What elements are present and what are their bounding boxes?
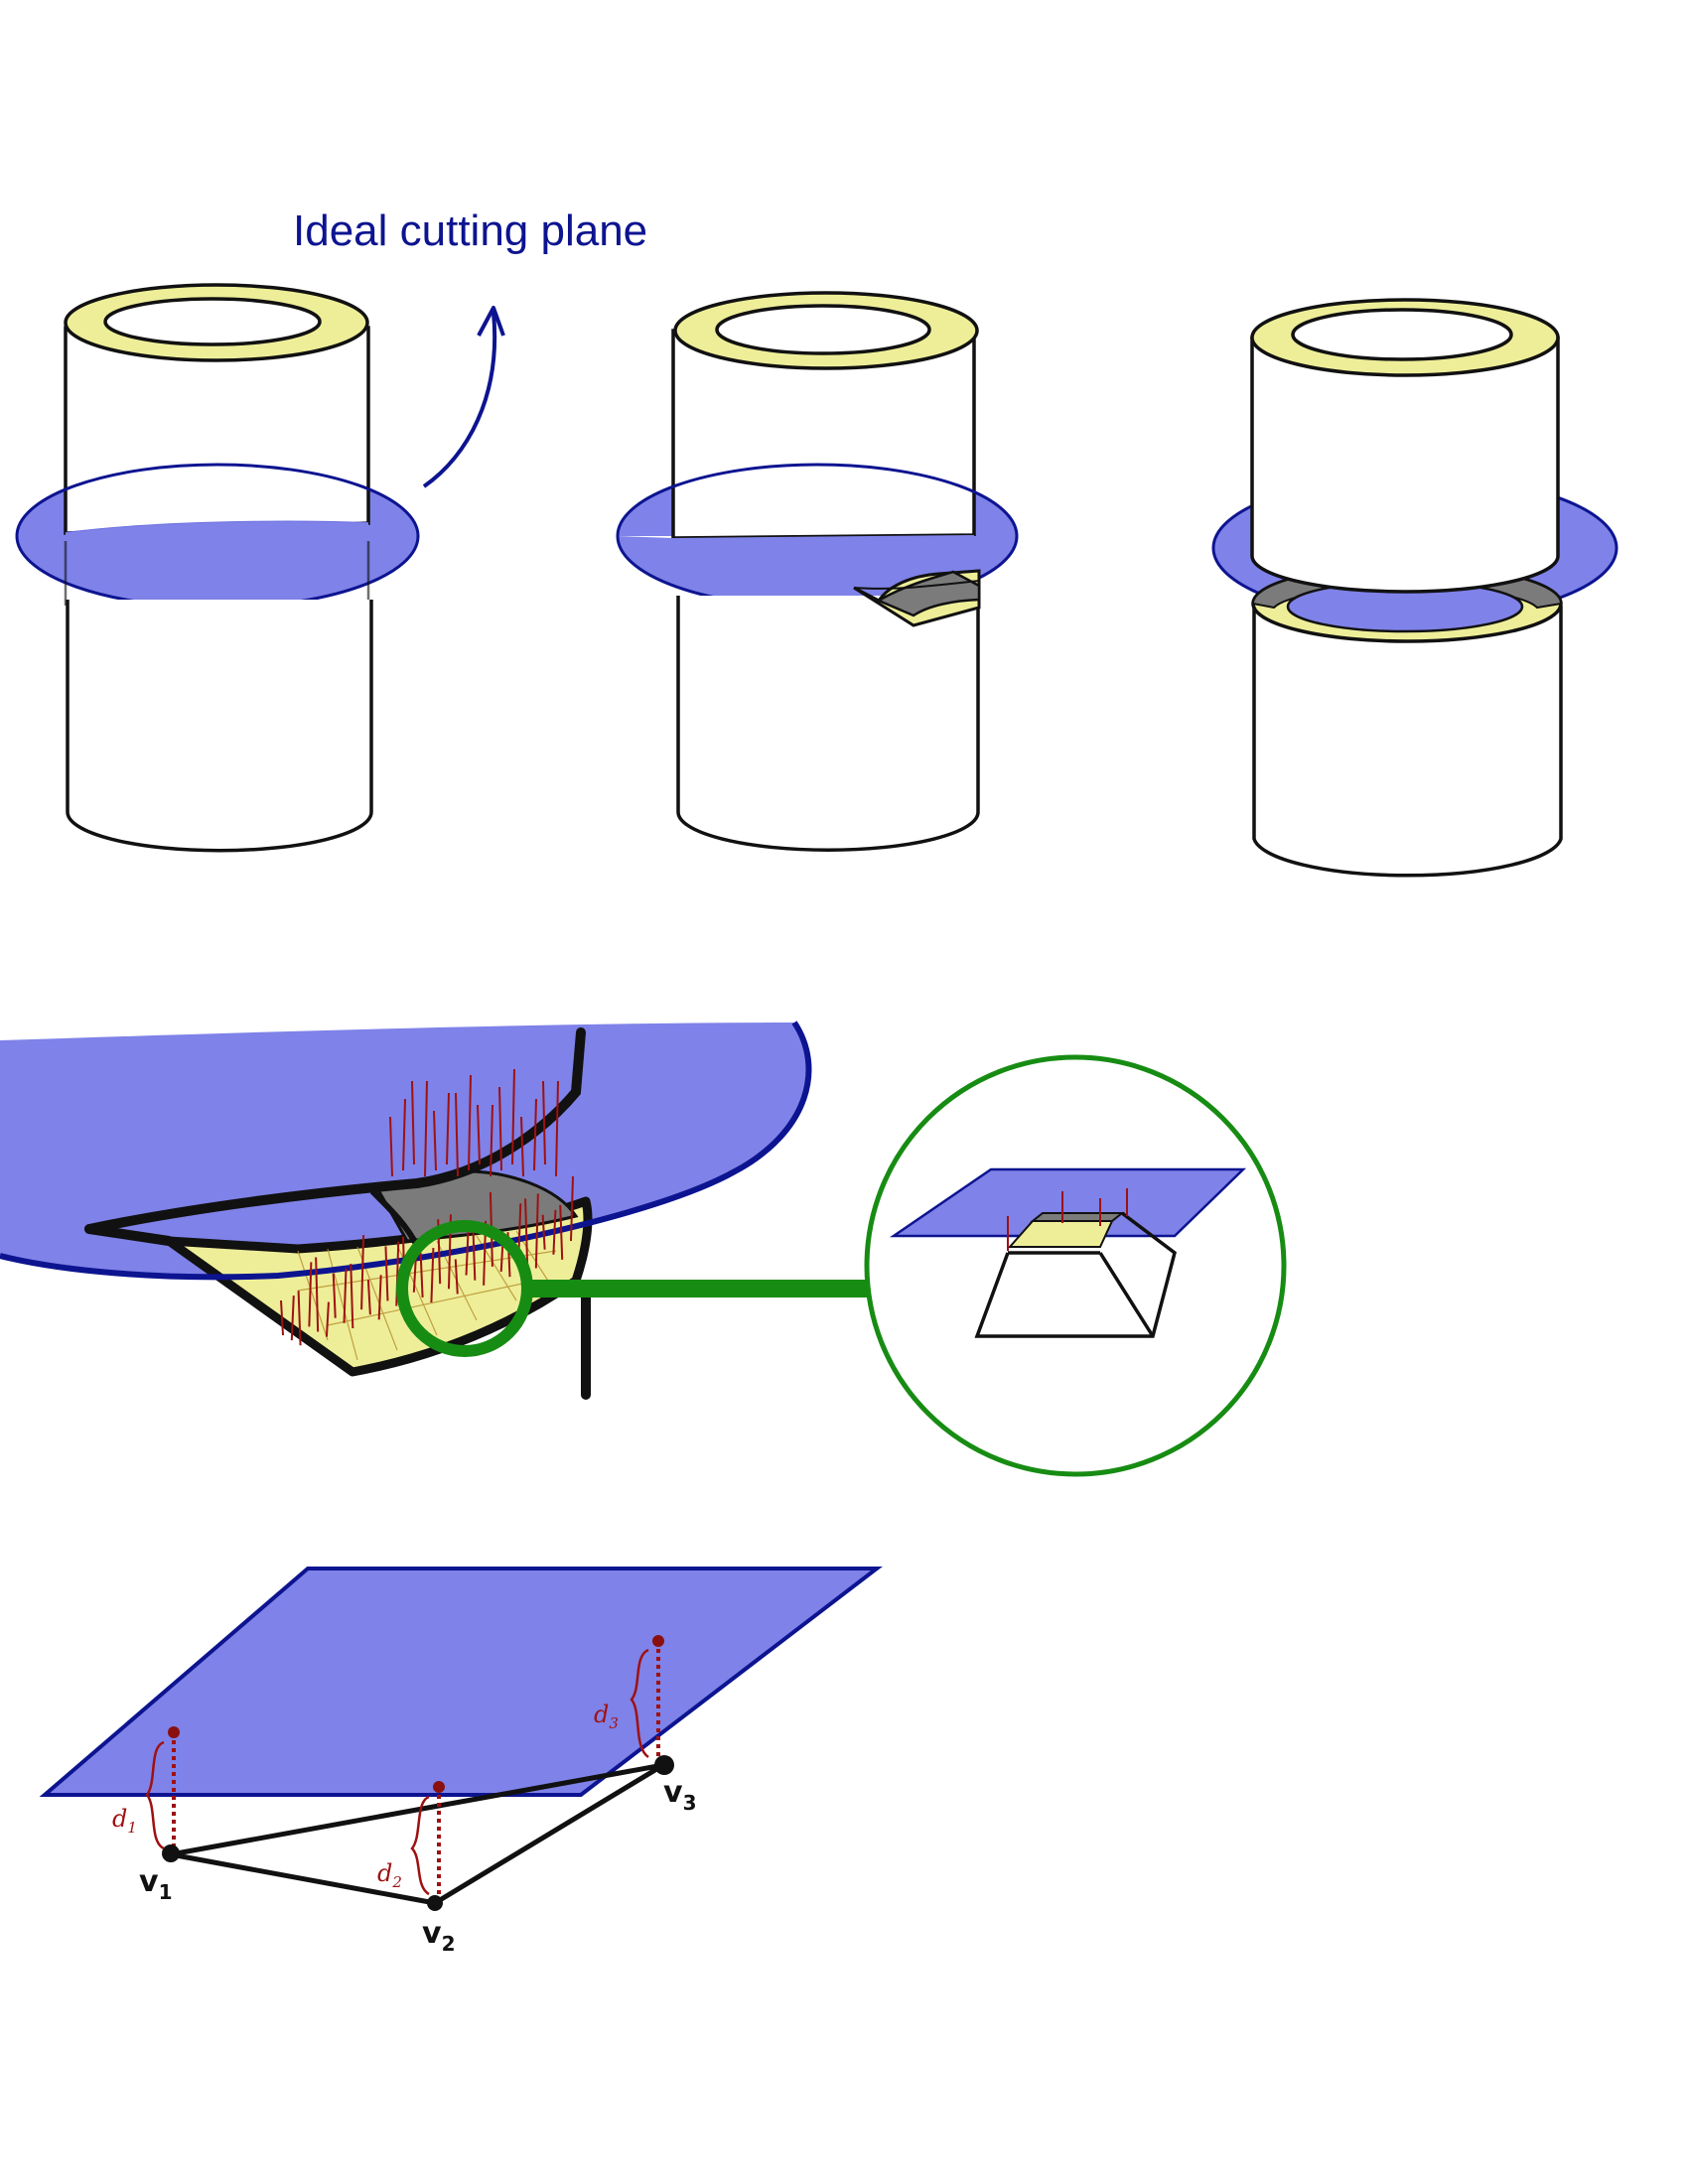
cylinder-inner-hole [1291, 308, 1513, 361]
normal-line [424, 1080, 428, 1177]
distance-lines [172, 1641, 660, 1898]
normal-line [419, 1252, 424, 1297]
magnifier-view [864, 1054, 1287, 1477]
inset-triangle-prism [974, 1211, 1177, 1338]
cylinder-lower-body [676, 596, 980, 852]
vertex-v1 [162, 1844, 180, 1862]
normal-line [446, 1092, 450, 1165]
vertex-v3 [654, 1755, 674, 1775]
cutting-plane-edge [0, 1021, 812, 1281]
distance-label-d2: d2 [377, 1859, 402, 1891]
normal-line [534, 1193, 539, 1269]
normal-line [520, 1116, 524, 1177]
normal-line [490, 1104, 493, 1177]
magnifier-inset [889, 1167, 1247, 1338]
cylinder-upper-body [1250, 337, 1560, 594]
normal-line [384, 1246, 389, 1301]
distance-label-d3: d3 [594, 1701, 619, 1732]
mesh-triangle [168, 1762, 666, 1906]
normal-line [455, 1092, 459, 1177]
normal-line [360, 1235, 365, 1310]
normal-line [332, 1273, 337, 1318]
cylinder-inner-hole [103, 297, 322, 346]
normal-line [430, 1248, 435, 1303]
cylinder-separated [1211, 298, 1618, 878]
normal-line [343, 1268, 348, 1323]
distance-label-d1: d1 [112, 1805, 137, 1837]
cylinder-inner-hole [715, 304, 931, 355]
distance-braces [145, 1648, 649, 1896]
vertex-dots [162, 1755, 674, 1911]
pointer-arrow [422, 312, 497, 488]
arrow-head-icon [477, 306, 505, 337]
normal-line [477, 1104, 481, 1165]
cylinder-partial-cut [616, 291, 1019, 852]
normal-line [533, 1098, 537, 1171]
cutting-plane-front [17, 521, 418, 608]
normal-line [570, 1175, 574, 1242]
cylinder-lower-body [66, 600, 373, 853]
normal-line [411, 1080, 415, 1165]
normal-line [377, 1275, 382, 1320]
normal-line [325, 1301, 330, 1337]
normal-line [552, 1209, 557, 1255]
cylinder-before-cut [15, 283, 420, 853]
normal-line [454, 1259, 459, 1295]
normal-line [524, 1198, 529, 1264]
normal-line [541, 1214, 546, 1250]
normal-line [280, 1299, 284, 1336]
normal-line [468, 1074, 472, 1171]
projection-points [168, 1635, 664, 1793]
cut-closeup [0, 1021, 1287, 1477]
normal-line [402, 1098, 406, 1171]
normal-line [465, 1230, 470, 1276]
inset-plane [889, 1167, 1247, 1238]
normal-line [511, 1068, 515, 1165]
normal-line [555, 1080, 559, 1177]
title-label: Ideal cutting plane [293, 206, 647, 255]
normal-line [350, 1263, 354, 1329]
normal-line [542, 1080, 546, 1165]
normal-line [559, 1204, 564, 1260]
vertex-label-v1: v1 [139, 1864, 172, 1904]
vertex-v2 [427, 1895, 443, 1911]
normal-line [290, 1296, 295, 1341]
normal-line [412, 1257, 417, 1293]
normal-line [366, 1280, 371, 1315]
normal-line [472, 1225, 477, 1281]
normal-line [297, 1291, 302, 1346]
cutting-plane [39, 1567, 883, 1797]
normal-line [315, 1257, 320, 1332]
normal-line [433, 1110, 437, 1171]
normal-line [498, 1086, 502, 1171]
triangle-distance-diagram: d1 d2 d3 v1 v2 v3 [39, 1567, 883, 1956]
cylinder-lower-body [1252, 606, 1563, 878]
vertex-label-v2: v2 [422, 1916, 455, 1956]
vertex-label-v3: v3 [663, 1775, 696, 1815]
normal-line [389, 1116, 393, 1177]
normal-line [308, 1262, 313, 1327]
